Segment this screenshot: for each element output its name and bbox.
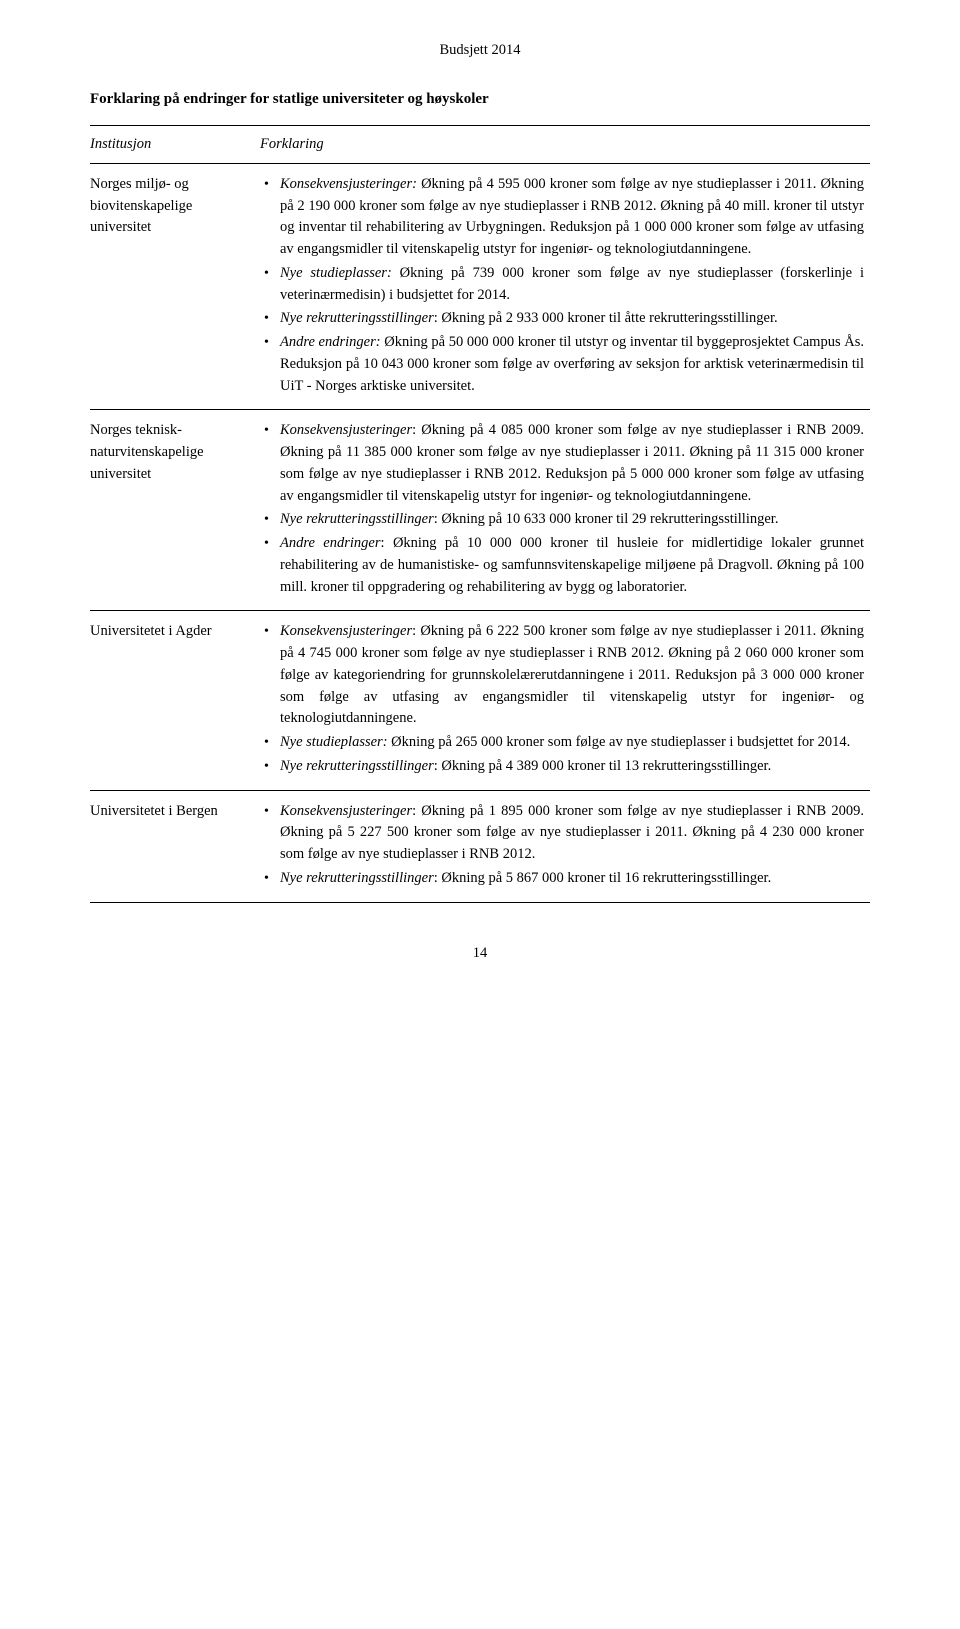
table-row: Norges teknisk-naturvitenskapelige unive… — [90, 410, 870, 611]
table-row: Universitetet i Agder Konsekvensjusterin… — [90, 611, 870, 790]
table-row: Universitetet i Bergen Konsekvensjusteri… — [90, 790, 870, 902]
item-label: Konsekvensjusteringer — [280, 422, 412, 438]
table-header-row: Institusjon Forklaring — [90, 125, 870, 163]
item-text: : Økning på 5 867 000 kroner til 16 rekr… — [434, 870, 771, 886]
item-label: Andre endringer — [280, 535, 381, 551]
page-header: Budsjett 2014 — [90, 40, 870, 61]
col-header-institution: Institusjon — [90, 125, 260, 163]
list-item: Nye studieplasser: Økning på 739 000 kro… — [260, 263, 864, 307]
list-item: Andre endringer: Økning på 10 000 000 kr… — [260, 533, 864, 598]
list-item: Andre endringer: Økning på 50 000 000 kr… — [260, 332, 864, 397]
item-label: Nye studieplasser: — [280, 734, 388, 750]
item-label: Konsekvensjusteringer — [280, 803, 412, 819]
explanation-cell: Konsekvensjusteringer: Økning på 4 595 0… — [260, 163, 870, 410]
institution-cell: Norges miljø- og biovitenskapelige unive… — [90, 163, 260, 410]
item-text: Økning på 265 000 kroner som følge av ny… — [388, 734, 851, 750]
explanation-list: Konsekvensjusteringer: Økning på 4 595 0… — [260, 174, 864, 398]
item-label: Nye rekrutteringsstillinger — [280, 870, 434, 886]
item-label: Nye rekrutteringsstillinger — [280, 310, 434, 326]
list-item: Konsekvensjusteringer: Økning på 6 222 5… — [260, 621, 864, 730]
page-number: 14 — [90, 943, 870, 964]
explanation-list: Konsekvensjusteringer: Økning på 1 895 0… — [260, 801, 864, 890]
item-text: : Økning på 4 389 000 kroner til 13 rekr… — [434, 758, 771, 774]
list-item: Nye rekrutteringsstillinger: Økning på 4… — [260, 756, 864, 778]
table-row: Norges miljø- og biovitenskapelige unive… — [90, 163, 870, 410]
explanation-list: Konsekvensjusteringer: Økning på 6 222 5… — [260, 621, 864, 777]
list-item: Nye rekrutteringsstillinger: Økning på 5… — [260, 868, 864, 890]
explanation-table: Institusjon Forklaring Norges miljø- og … — [90, 125, 870, 903]
item-label: Nye studieplasser: — [280, 265, 392, 281]
list-item: Nye rekrutteringsstillinger: Økning på 1… — [260, 509, 864, 531]
institution-cell: Norges teknisk-naturvitenskapelige unive… — [90, 410, 260, 611]
list-item: Nye studieplasser: Økning på 265 000 kro… — [260, 732, 864, 754]
item-label: Konsekvensjusteringer — [280, 623, 412, 639]
list-item: Konsekvensjusteringer: Økning på 4 085 0… — [260, 420, 864, 507]
section-title: Forklaring på endringer for statlige uni… — [90, 89, 870, 111]
explanation-list: Konsekvensjusteringer: Økning på 4 085 0… — [260, 420, 864, 598]
explanation-cell: Konsekvensjusteringer: Økning på 4 085 0… — [260, 410, 870, 611]
list-item: Nye rekrutteringsstillinger: Økning på 2… — [260, 308, 864, 330]
list-item: Konsekvensjusteringer: Økning på 1 895 0… — [260, 801, 864, 866]
list-item: Konsekvensjusteringer: Økning på 4 595 0… — [260, 174, 864, 261]
explanation-cell: Konsekvensjusteringer: Økning på 6 222 5… — [260, 611, 870, 790]
item-label: Nye rekrutteringsstillinger — [280, 511, 434, 527]
explanation-cell: Konsekvensjusteringer: Økning på 1 895 0… — [260, 790, 870, 902]
institution-cell: Universitetet i Agder — [90, 611, 260, 790]
institution-cell: Universitetet i Bergen — [90, 790, 260, 902]
item-label: Konsekvensjusteringer: — [280, 176, 417, 192]
item-label: Andre endringer: — [280, 334, 381, 350]
item-label: Nye rekrutteringsstillinger — [280, 758, 434, 774]
item-text: : Økning på 10 633 000 kroner til 29 rek… — [434, 511, 779, 527]
item-text: : Økning på 2 933 000 kroner til åtte re… — [434, 310, 778, 326]
col-header-explanation: Forklaring — [260, 125, 870, 163]
